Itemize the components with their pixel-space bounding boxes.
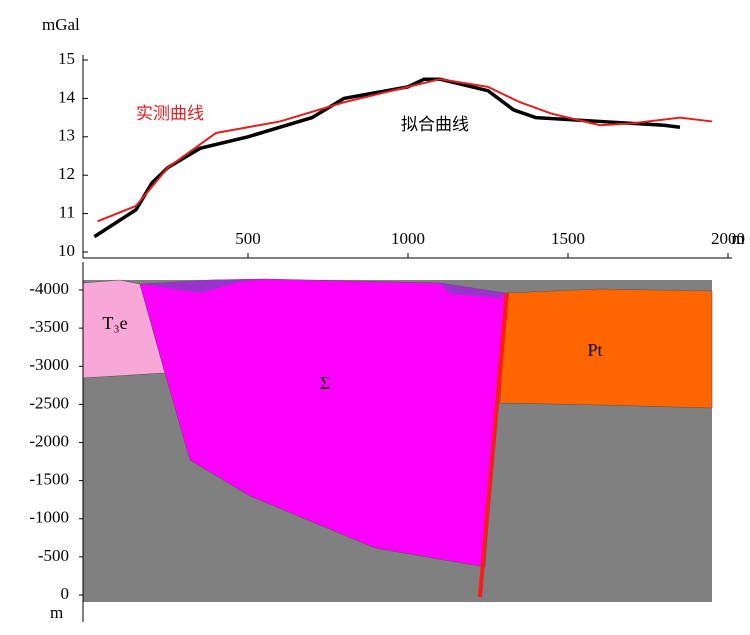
rock-unit <box>499 288 713 409</box>
y-tick-label: 12 <box>58 164 75 183</box>
x-axis-label: m <box>731 229 744 248</box>
y-tick-label: 11 <box>59 203 75 222</box>
x-tick-label: 2000 <box>711 229 745 248</box>
thin-layer <box>440 283 505 298</box>
unit-label: Pt <box>587 340 602 360</box>
data-line <box>97 78 713 223</box>
y-tick-label: 13 <box>58 126 75 145</box>
series-label: 实测曲线 <box>136 104 204 124</box>
depth-tick-label: -4000 <box>29 279 69 298</box>
depth-tick-label: -3500 <box>29 317 69 336</box>
depth-tick-label: -1500 <box>29 470 69 489</box>
depth-tick-label: 0 <box>61 584 70 603</box>
depth-tick-label: -3000 <box>29 355 69 374</box>
depth-tick-label: -2500 <box>29 393 69 412</box>
unit-label: T₃e <box>102 313 127 333</box>
y-tick-label: 14 <box>58 87 76 106</box>
y-tick-label: 15 <box>58 49 75 68</box>
x-tick-label: 1000 <box>391 229 425 248</box>
series-label: 拟合曲线 <box>401 115 469 135</box>
fault <box>478 292 509 598</box>
x-tick-label: 500 <box>235 229 261 248</box>
depth-tick-label: -2000 <box>29 431 69 450</box>
y-axis-label: mGal <box>42 15 80 34</box>
depth-tick-label: -1000 <box>29 508 69 527</box>
thin-layer <box>140 279 265 293</box>
depth-axis-label: m <box>50 603 63 622</box>
x-tick-label: 1500 <box>551 229 585 248</box>
unit-label: Σ <box>320 373 330 393</box>
depth-tick-label: -500 <box>38 546 69 565</box>
y-tick-label: 10 <box>58 241 75 260</box>
